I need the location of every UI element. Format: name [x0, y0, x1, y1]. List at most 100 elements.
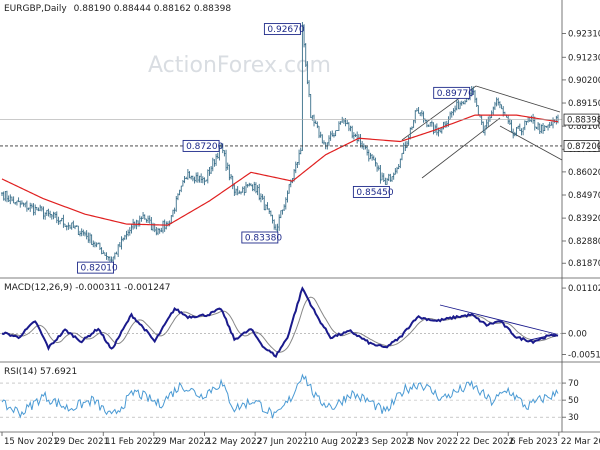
price-bar: [210, 166, 212, 174]
price-bar: [459, 101, 461, 110]
price-bar: [133, 221, 136, 229]
price-bar: [21, 200, 23, 205]
macd-title: MACD(12,26,9) -0.000311 -0.001247: [4, 283, 170, 293]
price-bar: [407, 136, 410, 146]
price-bar: [494, 101, 496, 111]
price-bar: [77, 225, 80, 235]
current-price-tag: 0.88398: [563, 113, 600, 126]
price-bar: [72, 220, 75, 228]
price-panel-title: EURGBP,Daily 0.88190 0.88444 0.88162 0.8…: [4, 4, 231, 14]
annotation-box: [263, 23, 301, 36]
annotation-label: 0.83380: [245, 233, 282, 243]
price-bar: [157, 227, 159, 236]
annotation-label: 0.85450: [356, 188, 393, 198]
macd-axis: 0.011023 0.00 -0.005182: [562, 284, 600, 361]
price-bar: [54, 212, 56, 218]
price-bar: [245, 181, 247, 193]
price-bar: [59, 219, 61, 225]
price-bar: [230, 174, 232, 180]
price-panel: ActionForex.com 0.92670 0.89770 0.87200 0.8…: [0, 4, 600, 274]
price-bar: [94, 241, 96, 248]
price-bar: [265, 204, 267, 211]
price-bar: [79, 230, 81, 237]
price-bar: [253, 181, 256, 192]
date-tick-label: 23 Sep 2022: [358, 437, 412, 447]
price-bars: [1, 22, 559, 265]
price-bar: [9, 194, 12, 205]
price-bar: [457, 100, 460, 110]
symbol-title: EURGBP,Daily: [4, 4, 67, 14]
price-bar: [309, 94, 312, 119]
price-tick-label: 0.84970: [568, 191, 600, 201]
rsi-panel: RSI(14) 57.6921 70 50 30: [0, 361, 600, 423]
price-bar: [464, 99, 466, 105]
price-bar: [462, 101, 465, 105]
price-bar: [485, 119, 488, 130]
price-bar: [432, 122, 435, 135]
price-bar: [495, 97, 498, 107]
price-bar: [163, 219, 166, 232]
macd-trendlines: [439, 304, 557, 341]
macd-trend-line-1: [439, 304, 557, 335]
price-bar: [520, 128, 523, 136]
price-bar: [41, 206, 43, 212]
price-bar: [460, 100, 463, 106]
price-bar: [115, 251, 118, 255]
price-bar: [273, 219, 275, 230]
wedge-upper-line: [475, 85, 561, 113]
watermark: ActionForex.com: [148, 53, 331, 78]
price-bar: [411, 126, 413, 131]
price-bar: [434, 124, 436, 133]
price-bar: [299, 147, 302, 155]
annotation-label: 0.89770: [437, 89, 474, 99]
price-bar: [162, 220, 164, 234]
price-bar: [484, 125, 486, 136]
price-bar: [127, 229, 129, 237]
price-bar: [314, 120, 317, 124]
macd-tick-label: -0.005182: [568, 351, 600, 361]
price-bar: [384, 177, 387, 185]
wedge-lower-line: [499, 125, 563, 161]
price-bar: [524, 120, 526, 131]
price-bar: [286, 190, 289, 203]
price-bar: [367, 149, 370, 162]
price-bar: [510, 120, 513, 133]
price-bar: [441, 127, 443, 134]
price-bar: [29, 202, 32, 212]
price-bar: [525, 120, 528, 126]
price-bar: [47, 208, 50, 217]
price-bar: [268, 208, 271, 215]
annotation-label: 0.82010: [81, 264, 118, 274]
price-bar: [545, 125, 548, 128]
price-bar: [130, 223, 133, 234]
price-bar: [490, 110, 493, 119]
price-bar: [356, 131, 358, 144]
price-bar: [238, 190, 241, 194]
macd-signal-line: [1, 296, 559, 353]
price-bar: [26, 200, 28, 212]
price-bar: [271, 214, 274, 224]
price-bar: [301, 22, 304, 151]
price-bar: [396, 166, 398, 174]
rsi-tick-label: 30: [568, 413, 579, 423]
price-bar: [500, 104, 503, 110]
price-bar: [190, 175, 193, 180]
price-bar: [280, 210, 282, 219]
price-bar: [105, 252, 108, 260]
price-bar: [188, 171, 191, 179]
price-bar: [60, 217, 63, 222]
price-bar: [119, 241, 121, 248]
price-bar: [19, 200, 22, 208]
price-bar: [424, 118, 427, 122]
price-bar: [514, 131, 516, 137]
price-bar: [7, 195, 10, 202]
level-price-label: 0.87200: [567, 142, 600, 152]
price-bar: [85, 230, 88, 240]
price-bar: [535, 126, 538, 130]
price-bar: [158, 228, 161, 234]
date-tick-label: 15 Nov 2021: [4, 437, 58, 447]
current-price-label: 0.88398: [567, 116, 600, 126]
price-bar: [336, 130, 339, 132]
price-bar: [412, 120, 415, 129]
price-bar: [231, 175, 234, 190]
